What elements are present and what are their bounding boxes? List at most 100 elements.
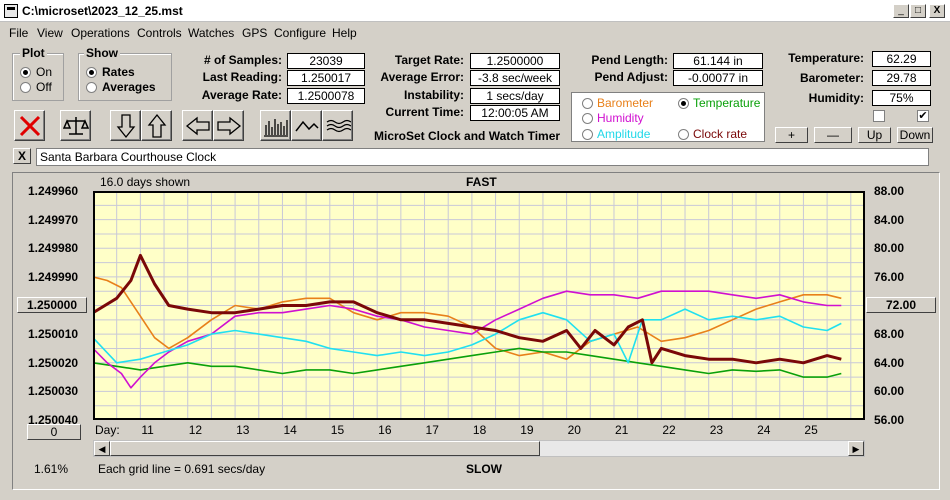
x-axis-tick-label: 20: [567, 423, 581, 437]
arrow-right-icon: [216, 116, 241, 135]
clear-clock-button[interactable]: X: [13, 148, 31, 164]
show-rates-label: Rates: [102, 65, 135, 79]
scroll-right-button[interactable]: ▶: [848, 441, 864, 456]
left-axis-tick-label: 1.250020: [28, 355, 79, 370]
radio-indicator: [582, 97, 593, 109]
arrow-up-icon: [147, 113, 166, 138]
menu-view[interactable]: View: [37, 26, 63, 40]
app-icon[interactable]: [4, 4, 18, 18]
target-rate-label: Target Rate:: [394, 53, 464, 67]
chart-panel: [12, 172, 940, 490]
minimize-button[interactable]: _: [893, 4, 909, 18]
calibrate-button[interactable]: [60, 110, 91, 141]
x-axis-tick-label: 12: [188, 423, 203, 437]
window-title: C:\microset\2023_12_25.mst: [22, 4, 183, 18]
menu-file[interactable]: File: [9, 26, 29, 40]
show-averages-radio[interactable]: Averages: [86, 80, 156, 94]
plot-on-radio[interactable]: On: [20, 65, 52, 79]
menu-help[interactable]: Help: [332, 26, 357, 40]
menu-configure[interactable]: Configure: [274, 26, 327, 40]
down-arrow-button[interactable]: [110, 110, 141, 141]
up-arrow-button[interactable]: [141, 110, 172, 141]
close-window-button[interactable]: X: [929, 4, 945, 18]
samples-value: 23039: [287, 53, 365, 69]
radio-indicator: [20, 66, 31, 78]
clock-name-field[interactable]: Santa Barbara Courthouse Clock: [36, 148, 929, 166]
plot-off-radio[interactable]: Off: [20, 80, 52, 94]
x-axis-tick-label: 15: [330, 423, 345, 437]
right-checkbox[interactable]: ✔: [917, 110, 929, 122]
pend-adjust-label: Pend Adjust:: [594, 70, 668, 84]
radio-indicator: [678, 128, 689, 140]
grid-note-label: Each grid line = 0.691 secs/day: [98, 462, 266, 476]
show-rates-radio[interactable]: Rates: [86, 65, 135, 79]
series-amplitude-radio[interactable]: Amplitude: [582, 127, 650, 141]
offset-button[interactable]: 0: [27, 424, 81, 440]
minus-button[interactable]: —: [814, 127, 852, 143]
samples-label: # of Samples:: [203, 53, 282, 67]
x-axis-tick-label: 21: [614, 423, 629, 437]
current-time-value: 12:00:05 AM: [470, 105, 560, 121]
wave-icon: [326, 119, 351, 132]
wave-plot-button[interactable]: [322, 110, 353, 141]
plot-on-label: On: [36, 65, 53, 79]
radio-indicator: [582, 128, 593, 140]
series-select-panel: Barometer Temperature Humidity Amplitude…: [571, 92, 765, 142]
left-axis-center-button[interactable]: 1.250000: [17, 297, 87, 313]
right-axis-tick-label: 84.00: [874, 212, 905, 227]
right-axis-tick-label: 80.00: [874, 241, 905, 256]
fast-label: FAST: [466, 175, 497, 189]
menu-gps[interactable]: GPS: [242, 26, 268, 40]
x-axis-tick-label: 25: [804, 423, 818, 437]
series-humidity-radio[interactable]: Humidity: [582, 111, 644, 125]
series-line-barometer: [93, 276, 842, 360]
histogram-icon: [263, 118, 288, 137]
radio-indicator: [678, 97, 689, 109]
left-axis-tick-label: 1.249960: [28, 184, 79, 198]
histogram-button[interactable]: [260, 110, 291, 141]
series-barometer-radio[interactable]: Barometer: [582, 96, 653, 110]
temperature-label: Temperature:: [788, 51, 864, 65]
plot-border: [93, 191, 865, 420]
down-button[interactable]: Down: [897, 127, 933, 143]
series-clockrate-radio[interactable]: Clock rate: [678, 127, 747, 141]
target-rate-value[interactable]: 1.2500000: [470, 53, 560, 69]
stop-button[interactable]: [14, 110, 45, 141]
series-line-clock-rate: [93, 253, 842, 365]
show-averages-label: Averages: [102, 80, 156, 94]
series-temperature-radio[interactable]: Temperature: [678, 96, 760, 110]
right-arrow-button[interactable]: [213, 110, 244, 141]
rate-chart[interactable]: [93, 191, 865, 420]
right-axis-center-button[interactable]: 72.00: [866, 297, 936, 313]
menu-watches[interactable]: Watches: [188, 26, 235, 40]
radio-indicator: [20, 81, 31, 93]
chart-scrollbar[interactable]: ◀ ▶: [93, 440, 865, 457]
maximize-button[interactable]: □: [910, 4, 926, 18]
slow-label: SLOW: [466, 462, 502, 476]
red-x-icon: [19, 115, 40, 136]
instability-label: Instability:: [403, 88, 464, 102]
right-axis-tick-label: 76.00: [874, 269, 905, 284]
menu-operations[interactable]: Operations: [71, 26, 130, 40]
arrow-left-icon: [185, 116, 210, 135]
left-checkbox[interactable]: [873, 110, 885, 122]
app-heading: MicroSet Clock and Watch Timer: [374, 129, 561, 143]
right-axis-tick-label: 56.00: [874, 413, 905, 427]
x-axis-prefix: Day:: [95, 423, 120, 437]
humidity-label: Humidity:: [808, 91, 864, 105]
left-axis-tick-label: 1.249980: [28, 241, 79, 256]
scroll-left-button[interactable]: ◀: [94, 441, 110, 456]
radio-indicator: [86, 81, 97, 93]
pend-length-value[interactable]: 61.144 in: [673, 53, 763, 69]
up-button[interactable]: Up: [858, 127, 891, 143]
plus-button[interactable]: +: [775, 127, 808, 143]
left-axis-tick-label: 1.250040: [28, 413, 79, 427]
x-axis-tick-label: 11: [141, 423, 154, 437]
scale-balance-icon: [62, 116, 89, 135]
scroll-thumb[interactable]: [110, 441, 540, 456]
plot-group-title: Plot: [20, 46, 47, 60]
left-arrow-button[interactable]: [182, 110, 213, 141]
line-plot-button[interactable]: [291, 110, 322, 141]
menu-controls[interactable]: Controls: [137, 26, 182, 40]
left-axis-tick-label: 1.249970: [28, 212, 79, 227]
